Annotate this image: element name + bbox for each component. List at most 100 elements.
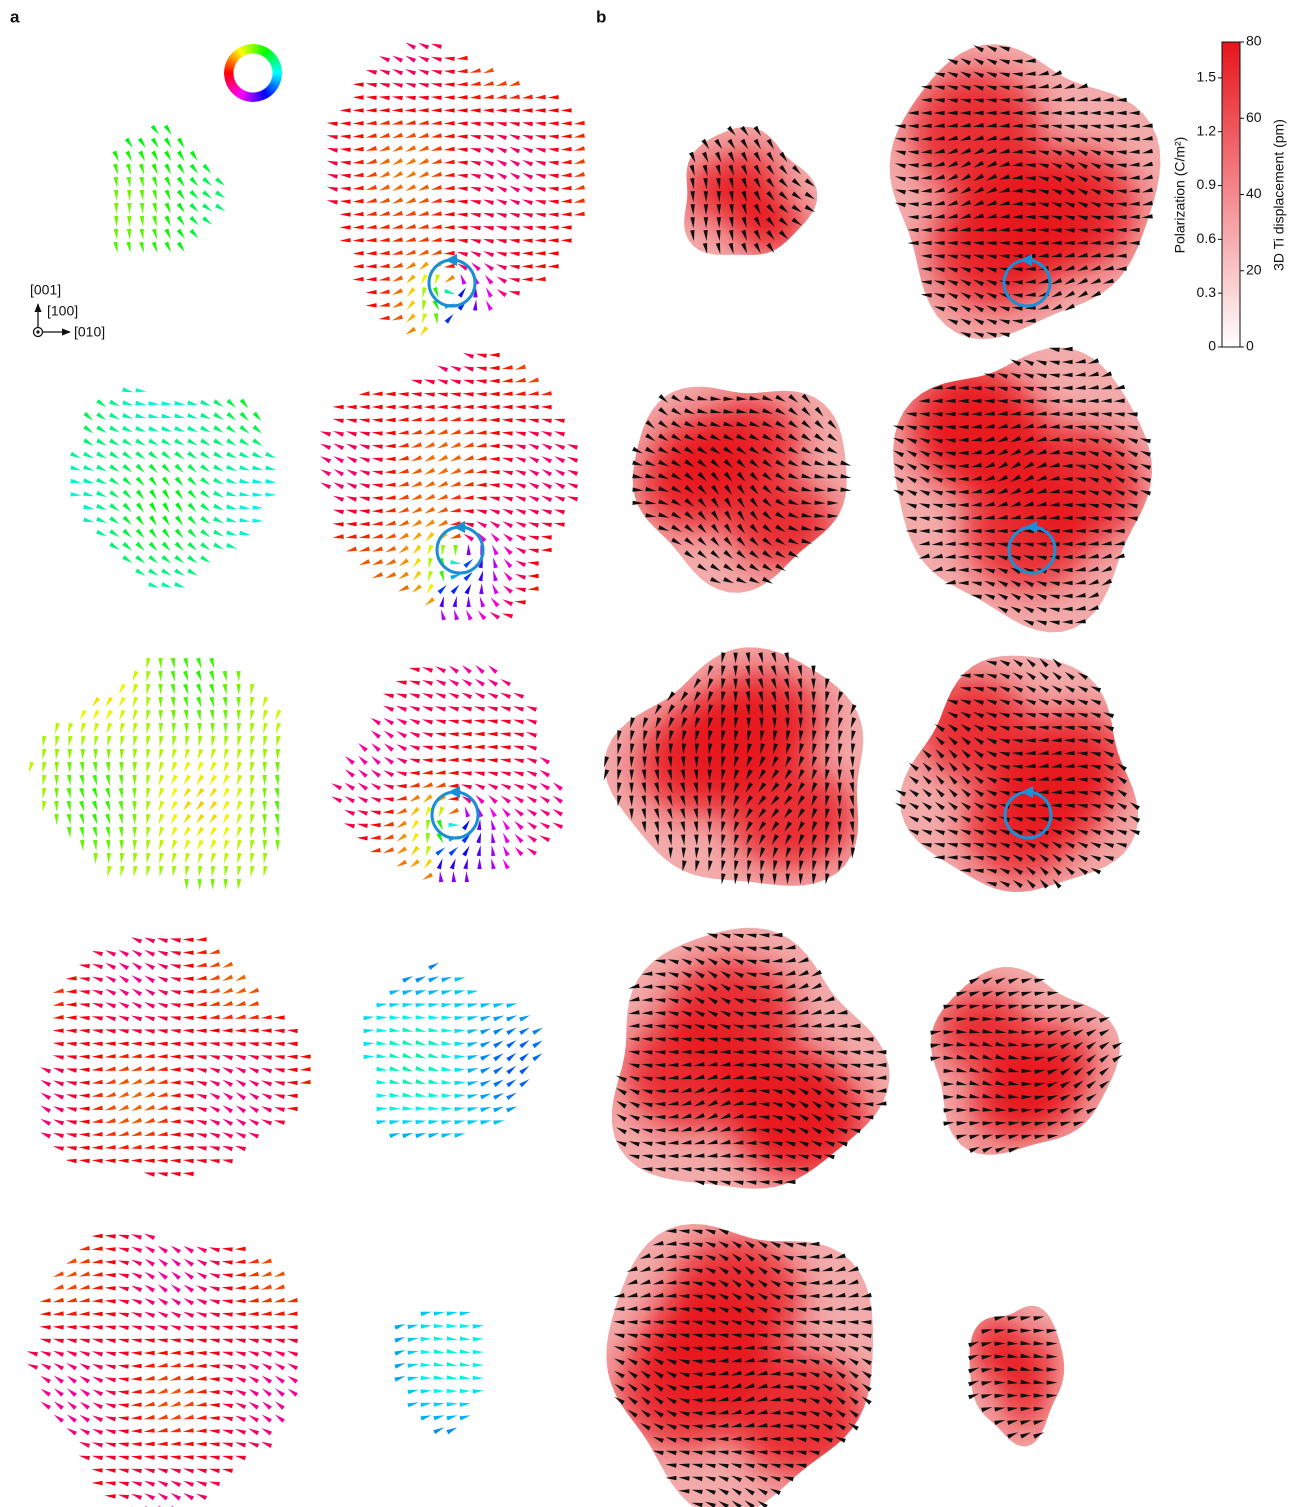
arrow: [490, 807, 497, 818]
arrow: [135, 451, 145, 459]
arrow: [54, 788, 58, 799]
arrow: [379, 316, 390, 320]
arrow: [183, 1120, 194, 1124]
arrow: [149, 515, 157, 526]
arrow: [476, 496, 487, 500]
arrow: [411, 430, 422, 435]
arrow: [144, 1469, 155, 1474]
arrow: [574, 159, 585, 164]
arrow: [66, 1363, 77, 1370]
arrow: [248, 1119, 259, 1126]
arrow: [405, 42, 416, 49]
arrow: [473, 1324, 484, 1328]
arrow: [146, 723, 150, 734]
arrow: [146, 658, 150, 669]
arrow: [183, 827, 191, 838]
arrow: [376, 1067, 387, 1071]
arrow: [450, 533, 461, 538]
arrow: [445, 314, 454, 324]
arrow: [426, 820, 430, 831]
arrow: [105, 827, 109, 838]
arrow: [425, 597, 435, 605]
arrow: [263, 697, 269, 708]
arrow: [222, 1378, 233, 1383]
arrow: [424, 455, 435, 462]
arrow: [222, 1391, 233, 1396]
arrow: [454, 1016, 465, 1020]
arrow: [491, 845, 495, 856]
arrow: [171, 762, 177, 773]
arrow: [437, 442, 448, 449]
magnitude-map: [684, 126, 817, 255]
arrow: [200, 529, 210, 537]
arrow: [263, 762, 267, 773]
arrow: [476, 832, 481, 843]
arrow: [407, 287, 416, 297]
arrow: [226, 491, 237, 496]
arrow: [170, 1481, 181, 1488]
arrow: [226, 517, 237, 522]
arrow: [196, 1259, 207, 1266]
arrow: [372, 534, 383, 539]
arrow: [496, 108, 507, 112]
arrow: [541, 391, 552, 395]
arrow: [447, 1336, 458, 1340]
arrow: [287, 1081, 298, 1085]
arrow: [42, 736, 46, 747]
arrow: [392, 263, 403, 268]
arrow: [452, 871, 456, 882]
arrow: [451, 585, 460, 595]
arrow: [79, 1456, 90, 1461]
arrow: [506, 1015, 517, 1021]
arrow: [118, 1235, 129, 1240]
arrow: [157, 1376, 168, 1381]
arrow: [396, 758, 407, 765]
arrow: [379, 277, 390, 281]
arrow: [144, 938, 155, 944]
arrow: [79, 1246, 90, 1250]
arrow: [159, 827, 165, 838]
arrow: [53, 1339, 64, 1344]
tick-label: 0: [1208, 338, 1216, 354]
arrow: [407, 300, 416, 310]
arrow: [235, 1312, 246, 1316]
arrow: [79, 1428, 90, 1435]
arrow: [118, 1066, 129, 1071]
arrow: [157, 1339, 168, 1343]
arrow: [528, 574, 539, 578]
arrow: [526, 758, 537, 764]
arrow: [196, 963, 207, 967]
arrow: [567, 483, 578, 489]
arrow: [211, 853, 216, 864]
arrow: [92, 1080, 103, 1084]
arrow: [118, 1092, 129, 1098]
arrow: [489, 405, 500, 409]
arrow: [446, 1415, 457, 1420]
arrow: [515, 405, 526, 409]
arrow: [300, 1080, 311, 1084]
arrow: [540, 796, 551, 804]
arrow: [353, 225, 364, 229]
arrow: [411, 820, 419, 830]
arrow: [133, 762, 137, 773]
arrow: [188, 490, 197, 500]
arrow: [418, 171, 429, 178]
arrow: [435, 680, 446, 687]
arrow: [358, 756, 368, 765]
arrow: [535, 213, 546, 217]
arrow: [131, 1247, 142, 1253]
arrow: [79, 1029, 90, 1033]
arrow: [253, 412, 262, 422]
arrow: [548, 251, 559, 255]
arrow: [105, 989, 116, 996]
arrow: [353, 277, 364, 281]
arrow: [528, 586, 539, 590]
arrow: [484, 263, 494, 271]
arrow: [519, 1040, 529, 1048]
arrow: [202, 190, 212, 199]
arrow: [96, 412, 106, 420]
arrow: [126, 242, 130, 253]
arrow: [353, 108, 364, 112]
arrow: [96, 517, 107, 523]
arrow: [489, 392, 500, 396]
